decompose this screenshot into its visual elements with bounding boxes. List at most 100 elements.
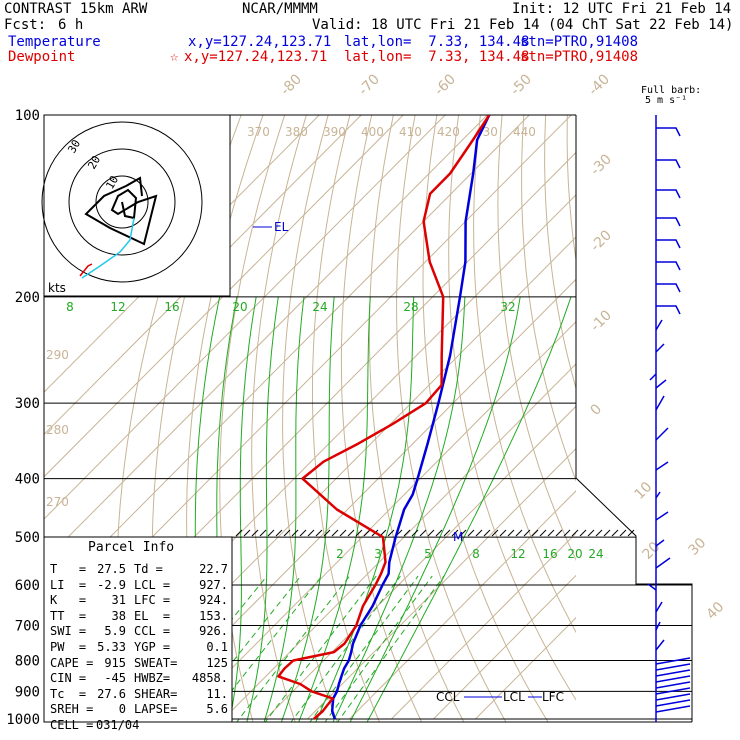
wind-barb bbox=[655, 427, 669, 441]
wind-barb bbox=[655, 639, 665, 651]
hatch-mark bbox=[619, 529, 627, 537]
parcel-info-cell: 0 bbox=[118, 702, 126, 717]
hatch-mark bbox=[555, 529, 563, 537]
parcel-info-cell: 27.5 bbox=[97, 562, 126, 576]
hatch-mark bbox=[435, 529, 443, 537]
isotherm-line bbox=[44, 115, 530, 605]
parcel-info-cell: Td = bbox=[134, 562, 163, 576]
dewpoint-profile-line bbox=[277, 115, 491, 720]
theta-label-left: 280 bbox=[46, 423, 69, 437]
dry-adiabat-line bbox=[368, 115, 465, 722]
temperature-legend-latlon: lat,lon= 7.33, 134.48 bbox=[344, 34, 530, 50]
mixing-ratio-label: 20 bbox=[567, 547, 582, 561]
moist-adiabat-label: 24 bbox=[312, 300, 327, 314]
hatch-mark bbox=[515, 529, 523, 537]
hatch-mark bbox=[579, 529, 587, 537]
hatch-mark bbox=[243, 529, 251, 537]
wind-barb-low bbox=[655, 705, 691, 713]
parcel-info-title: Parcel Info bbox=[88, 540, 175, 555]
wind-barb-low bbox=[655, 681, 691, 689]
moist-adiabat-line bbox=[246, 296, 279, 722]
wind-barb bbox=[655, 511, 669, 521]
isotherm-label: -30 bbox=[588, 151, 615, 178]
moist-adiabat-line bbox=[366, 296, 572, 722]
isotherm-line bbox=[433, 574, 576, 720]
isotherm-line bbox=[349, 490, 576, 720]
theta-label: 410 bbox=[399, 125, 422, 139]
lfc-label: LFC bbox=[542, 690, 564, 704]
hatch-mark bbox=[611, 529, 619, 537]
wind-barb bbox=[656, 189, 681, 199]
hodograph-low-level bbox=[81, 217, 135, 279]
hatch-mark bbox=[587, 529, 595, 537]
fcst-value: 6 h bbox=[58, 17, 84, 33]
m-label: M bbox=[453, 530, 463, 544]
parcel-info-cell: HWBZ= bbox=[134, 671, 171, 686]
barb-scale-title: Full barb: bbox=[641, 85, 702, 96]
parcel-info-cell: 5.6 bbox=[206, 702, 228, 717]
hatch-mark bbox=[331, 529, 339, 537]
parcel-info-cell: K = bbox=[50, 593, 87, 608]
hodograph-ring-label: 20 bbox=[85, 154, 103, 172]
wind-barb bbox=[655, 601, 663, 613]
parcel-info-cell: 153. bbox=[199, 608, 228, 623]
dewpoint-legend-stn: stn=PTRO,91408 bbox=[520, 49, 639, 65]
isotherm-label: -70 bbox=[356, 71, 383, 98]
wind-barb-low bbox=[655, 663, 691, 671]
hatch-mark bbox=[259, 529, 267, 537]
hatch-mark bbox=[299, 529, 307, 537]
theta-label: 370 bbox=[247, 125, 270, 139]
theta-label-left: 270 bbox=[46, 495, 69, 509]
parcel-info-cell: CELL = bbox=[50, 718, 94, 732]
hatch-mark bbox=[315, 529, 323, 537]
hatch-mark bbox=[627, 529, 635, 537]
wind-barb bbox=[656, 305, 681, 315]
parcel-info-cell: EL = bbox=[134, 608, 171, 623]
hatch-mark bbox=[475, 529, 483, 537]
parcel-info-cell: YGP = bbox=[134, 640, 171, 654]
dry-adiabat-line bbox=[676, 115, 740, 732]
isotherm-label: 10 bbox=[632, 479, 656, 503]
isotherm-line bbox=[181, 320, 576, 720]
parcel-info-cell: CAPE = bbox=[50, 655, 94, 670]
hatch-mark bbox=[275, 529, 283, 537]
isotherm-label: -10 bbox=[588, 307, 615, 334]
hatch-mark bbox=[403, 529, 411, 537]
wind-barb bbox=[655, 621, 661, 631]
hatch-mark bbox=[451, 529, 459, 537]
wind-barb bbox=[655, 491, 661, 499]
hodograph-ring-label: 10 bbox=[103, 174, 121, 192]
theta-label: 440 bbox=[513, 125, 536, 139]
hodograph-frame bbox=[43, 114, 231, 297]
isotherm-label: 30 bbox=[686, 535, 710, 559]
parcel-info-cell: 031/04 bbox=[96, 718, 140, 732]
dewpoint-legend-latlon: lat,lon= 7.33, 134.48 bbox=[344, 49, 530, 65]
parcel-info-cell: -2.9 bbox=[97, 577, 126, 592]
dewpoint-legend-xy: x,y=127.24,123.71 bbox=[184, 49, 328, 65]
wind-barbs bbox=[647, 115, 691, 722]
parcel-info-cell: 31 bbox=[111, 593, 126, 608]
mixing-ratio-label: 2 bbox=[336, 547, 344, 561]
isotherm-label: 40 bbox=[704, 599, 728, 623]
dry-adiabat-line bbox=[589, 115, 740, 732]
mixing-ratio-label: 24 bbox=[588, 547, 603, 561]
isotherm-line bbox=[44, 115, 446, 520]
isotherm-line bbox=[265, 405, 576, 720]
moist-adiabat-line bbox=[315, 296, 415, 722]
hatch-mark bbox=[603, 529, 611, 537]
wind-barb-low bbox=[655, 675, 691, 683]
mixing-ratio-line bbox=[290, 575, 401, 722]
wind-barb bbox=[655, 557, 671, 569]
isotherm-label: -50 bbox=[508, 71, 535, 98]
hatch-mark bbox=[235, 529, 243, 537]
dry-adiabat-line bbox=[497, 115, 576, 562]
wind-barb bbox=[656, 217, 681, 227]
parcel-info-cell: SWI = bbox=[50, 624, 87, 639]
fcst-label: Fcst: bbox=[4, 17, 47, 33]
dry-adiabat-line bbox=[312, 115, 381, 722]
hatch-mark bbox=[595, 529, 603, 537]
hatch-mark bbox=[499, 529, 507, 537]
dry-adiabat-line bbox=[566, 115, 576, 264]
wind-barb-low bbox=[655, 657, 691, 665]
hatch-mark bbox=[347, 529, 355, 537]
